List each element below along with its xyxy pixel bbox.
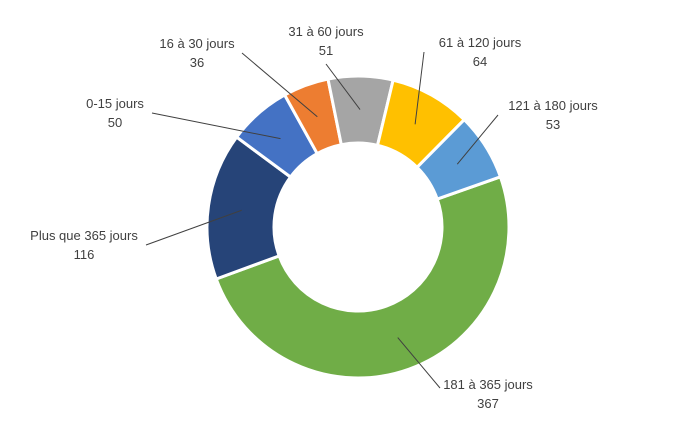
slice-label-6: Plus que 365 jours xyxy=(30,228,138,243)
leader-line-4 xyxy=(456,114,499,165)
slice-label-2: 31 à 60 jours xyxy=(288,24,364,39)
slice-4 xyxy=(414,117,503,202)
labels-group: 181 à 365 jours 367 Plus que 365 jours 116 0… xyxy=(30,24,598,411)
slice-label-1: 16 à 30 jours xyxy=(159,36,235,51)
leader-line-1 xyxy=(241,52,318,118)
slice-value-5: 367 xyxy=(477,396,499,411)
slice-label-3: 61 à 120 jours xyxy=(439,35,522,50)
slice-value-0: 50 xyxy=(108,115,122,130)
slice-value-4: 53 xyxy=(546,117,560,132)
slice-value-1: 36 xyxy=(190,55,204,70)
slice-value-2: 51 xyxy=(319,43,333,58)
leader-line-6 xyxy=(145,209,242,246)
leader-line-0 xyxy=(151,112,281,140)
leader-line-5 xyxy=(397,337,441,389)
slice-value-6: 116 xyxy=(74,247,95,262)
slice-label-0: 0-15 jours xyxy=(86,96,144,111)
leader-line-2 xyxy=(325,63,361,110)
leader-line-3 xyxy=(414,51,425,125)
slice-label-4: 121 à 180 jours xyxy=(508,98,598,113)
slice-value-3: 64 xyxy=(473,54,487,69)
slice-5 xyxy=(214,174,511,380)
slices-group xyxy=(205,74,511,380)
slice-label-5: 181 à 365 jours xyxy=(443,377,533,392)
